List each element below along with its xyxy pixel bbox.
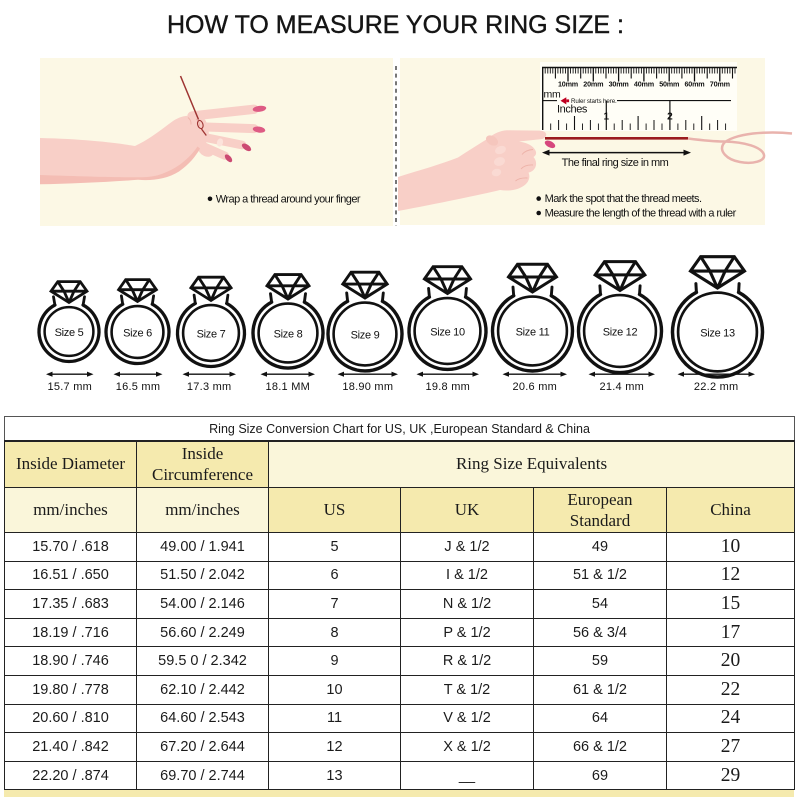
svg-text:10mm: 10mm — [558, 80, 578, 89]
svg-text:Size 12: Size 12 — [603, 327, 638, 339]
svg-text:Size 7: Size 7 — [197, 329, 226, 341]
svg-text:17.3 mm: 17.3 mm — [187, 381, 232, 393]
svg-text:21.4 mm: 21.4 mm — [600, 381, 645, 393]
svg-text:Size 5: Size 5 — [55, 327, 84, 339]
svg-text:22.2 mm: 22.2 mm — [694, 381, 739, 393]
svg-text:15.7 mm: 15.7 mm — [48, 381, 93, 393]
svg-text:Measure the length of the thre: Measure the length of the thread with a … — [545, 208, 737, 220]
svg-text:40mm: 40mm — [634, 80, 654, 89]
svg-text:30mm: 30mm — [609, 80, 629, 89]
svg-text:Size 10: Size 10 — [430, 327, 465, 339]
svg-text:Wrap a thread around your fing: Wrap a thread around your finger — [216, 193, 361, 205]
svg-text:20.6 mm: 20.6 mm — [513, 381, 558, 393]
svg-text:Size 11: Size 11 — [516, 327, 550, 339]
svg-text:Size 8: Size 8 — [274, 329, 303, 341]
svg-text:Size 9: Size 9 — [351, 330, 380, 342]
svg-text:Size 13: Size 13 — [700, 328, 735, 340]
svg-text:18.90 mm: 18.90 mm — [342, 381, 393, 393]
svg-text:The final ring size in mm: The final ring size in mm — [562, 157, 669, 169]
svg-text:19.8 mm: 19.8 mm — [426, 381, 471, 393]
svg-text:Inches: Inches — [557, 104, 588, 116]
svg-text:mm: mm — [544, 89, 561, 101]
svg-text:Size 6: Size 6 — [123, 328, 152, 340]
svg-text:60mm: 60mm — [685, 80, 705, 89]
svg-text:Ruler starts here.: Ruler starts here. — [571, 98, 617, 105]
svg-text:16.5 mm: 16.5 mm — [116, 381, 161, 393]
svg-text:Mark the spot that the thread: Mark the spot that the thread meets. — [545, 193, 702, 205]
svg-text:20mm: 20mm — [583, 80, 603, 89]
svg-text:70mm: 70mm — [710, 80, 730, 89]
svg-text:18.1 MM: 18.1 MM — [266, 381, 311, 393]
svg-text:50mm: 50mm — [659, 80, 679, 89]
